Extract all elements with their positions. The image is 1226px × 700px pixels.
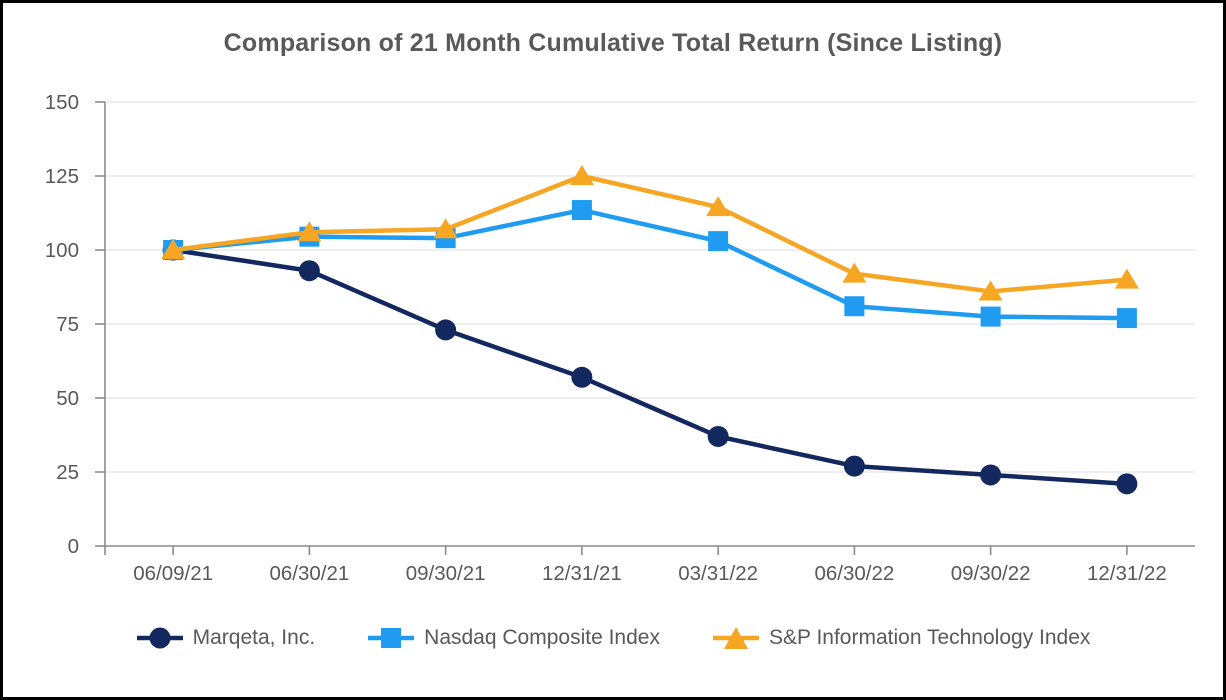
data-point-triangle	[297, 221, 322, 242]
x-tick-label: 12/31/22	[1087, 562, 1167, 585]
series-line	[170, 207, 1130, 321]
y-tick-label: 75	[56, 313, 79, 336]
data-point-square	[1116, 308, 1137, 329]
data-point-circle	[707, 425, 729, 447]
data-point-square	[571, 200, 592, 221]
chart-legend: Marqeta, Inc. Nasdaq Composite Index S&P…	[3, 625, 1223, 651]
data-point-circle	[980, 464, 1002, 486]
series-line	[170, 173, 1130, 294]
chart-title: Comparison of 21 Month Cumulative Total …	[223, 29, 1003, 57]
data-point-square	[844, 296, 865, 317]
x-tick-label: 09/30/21	[406, 562, 486, 585]
data-point-triangle	[161, 239, 186, 259]
legend-item-nasdaq: Nasdaq Composite Index	[367, 625, 660, 651]
data-point-circle	[1116, 473, 1138, 495]
data-point-circle	[843, 455, 865, 477]
data-point-circle	[571, 366, 593, 388]
y-tick-label: 150	[45, 91, 79, 114]
y-tick-label: 50	[56, 387, 79, 410]
chart-plot-area: 0 25 50 75 100 125 150 06/09/21 06/30/21 09/30/21…	[45, 91, 1195, 585]
legend-item-marqeta: Marqeta, Inc.	[136, 625, 316, 651]
data-point-triangle	[569, 165, 594, 185]
data-point-square	[708, 231, 729, 252]
series-line	[170, 247, 1130, 487]
triangle-marker-icon	[712, 625, 760, 651]
data-point-triangle	[433, 218, 458, 239]
y-tick-label: 125	[45, 165, 79, 188]
data-point-triangle	[706, 196, 731, 217]
x-tick-label: 12/31/21	[542, 562, 622, 585]
data-point-square	[980, 306, 1001, 327]
legend-item-sp-it: S&P Information Technology Index	[712, 625, 1090, 651]
square-marker-icon	[367, 625, 415, 651]
data-point-circle	[435, 319, 457, 341]
x-tick-label: 09/30/22	[951, 562, 1031, 585]
circle-marker-icon	[136, 625, 184, 651]
data-point-circle	[298, 260, 320, 282]
x-tick-label: 06/30/22	[814, 562, 894, 585]
y-tick-label: 0	[68, 535, 79, 558]
legend-label-marqeta: Marqeta, Inc.	[192, 626, 316, 649]
legend-label-nasdaq: Nasdaq Composite Index	[424, 626, 660, 649]
x-tick-label: 06/30/21	[269, 562, 349, 585]
legend-triangle-sp-it	[723, 627, 748, 649]
y-tick-label: 25	[56, 461, 79, 484]
data-point-triangle	[842, 262, 867, 283]
y-tick-label: 100	[45, 239, 79, 262]
x-tick-label: 06/09/21	[133, 562, 213, 585]
data-point-triangle	[978, 280, 1003, 301]
x-tick-label: 03/31/22	[678, 562, 758, 585]
legend-label-sp-it: S&P Information Technology Index	[768, 626, 1091, 649]
legend-square-nasdaq	[381, 628, 402, 648]
legend-circle-marqeta	[149, 627, 171, 649]
data-point-triangle	[1114, 268, 1139, 289]
